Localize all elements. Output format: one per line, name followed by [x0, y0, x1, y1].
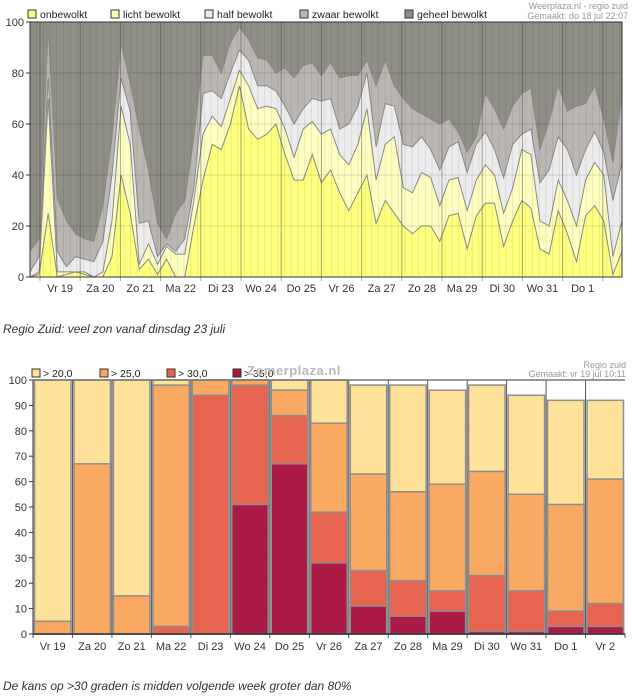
bar-350-vr-26: [310, 562, 348, 635]
legend-swatch: [110, 9, 120, 19]
bar-200-vr-19: [33, 379, 72, 635]
x-tick-label: Do 25: [287, 283, 316, 295]
x-tick-label: Do 25: [275, 641, 304, 653]
cloud-cover-area-chart: 0 20 40 60 80 100 Vr 19 Za 20 Zo 21 Ma 22 Di 23 Wo …: [6, 1, 628, 295]
legend-label: onbewolkt: [40, 9, 87, 21]
x-tick-label: Ma 29: [432, 641, 463, 653]
chart2-source-label: Regio zuid: [583, 360, 626, 370]
y-tick-label: 30: [15, 553, 27, 565]
bar-300-di-30: [467, 574, 506, 635]
y-tick-label: 10: [15, 604, 27, 616]
bar-350-do-25: [270, 463, 309, 635]
legend-label: > 30,0: [178, 368, 208, 380]
y-tick-label: 50: [15, 502, 27, 514]
x-tick-label: Di 23: [198, 641, 224, 653]
x-tick-label: Wo 24: [245, 283, 277, 295]
x-tick-label: Vr 19: [40, 641, 66, 653]
x-tick-label: Di 30: [489, 283, 515, 295]
x-tick-label: Di 30: [474, 641, 500, 653]
legend-swatch: [404, 9, 414, 19]
x-tick-label: Zo 21: [126, 283, 154, 295]
bar-300-di-23: [191, 394, 230, 635]
legend-swatch: [31, 368, 41, 378]
legend-label: > 20,0: [43, 368, 73, 380]
x-tick-label: Ma 22: [156, 641, 187, 653]
bar-300-ma-22: [152, 625, 191, 635]
bar-350-vr-2: [586, 625, 625, 635]
x-tick-label: Vr 19: [47, 283, 73, 295]
y-tick-label: 40: [12, 170, 24, 182]
y-tick-label: 60: [12, 119, 24, 131]
bar-250-ma-22: [152, 384, 191, 635]
y-tick-label: 20: [12, 221, 24, 233]
bar-300-wo-31: [507, 590, 546, 635]
y-tick-label: 60: [15, 477, 27, 489]
legend-label: zwaar bewolkt: [312, 9, 379, 21]
y-tick-label: 40: [15, 527, 27, 539]
legend-swatch: [27, 9, 37, 19]
bar-250-za-20: [73, 463, 112, 635]
y-tick-label: 100: [6, 17, 24, 29]
y-tick-label: 0: [21, 629, 27, 641]
x-tick-label: Vr 26: [316, 641, 342, 653]
bar-350-do-1: [546, 625, 585, 635]
x-tick-label: Di 23: [208, 283, 234, 295]
y-tick-label: 80: [15, 426, 27, 438]
legend-label: licht bewolkt: [123, 9, 180, 21]
chart2-legend: > 20,0 > 25,0 > 30,0 > 35,0: [31, 368, 274, 380]
y-tick-label: 90: [15, 400, 27, 412]
y-tick-label: 70: [15, 451, 27, 463]
x-tick-label: Zo 28: [394, 641, 422, 653]
x-tick-label: Za 20: [78, 641, 106, 653]
x-tick-label: Za 27: [368, 283, 396, 295]
x-tick-label: Zo 21: [118, 641, 146, 653]
legend-label: geheel bewolkt: [417, 9, 487, 21]
x-tick-label: Wo 24: [234, 641, 266, 653]
temperature-probability-bar-chart: Vr 19 Za 20 Zo 21 Ma 22 Di 23 Wo 24 Do 25 Vr 26…: [9, 360, 626, 653]
chart2-caption: De kans op >30 graden is midden volgende…: [3, 679, 352, 693]
x-tick-label: Zo 28: [408, 283, 436, 295]
x-tick-label: Za 27: [354, 641, 382, 653]
chart1-source-label: Weerplaza.nl - regio zuid: [529, 1, 628, 11]
legend-swatch: [166, 368, 176, 378]
bar-350-za-27: [349, 605, 388, 635]
x-tick-label: Wo 31: [511, 641, 543, 653]
bar-350-ma-29: [428, 610, 467, 635]
chart1-made-label: Gemaakt: do 18 jul 22:07: [527, 11, 628, 21]
y-tick-label: 20: [15, 578, 27, 590]
x-tick-label: Vr 26: [329, 283, 355, 295]
bar-250-vr-19: [33, 620, 72, 635]
legend-swatch: [204, 9, 214, 19]
chart1-caption: Regio Zuid: veel zon vanaf dinsdag 23 ju…: [3, 322, 226, 336]
chart2-made-label: Gemaakt: vr 19 jul 10:11: [529, 369, 626, 379]
chart1-legend: onbewolkt licht bewolkt half bewolkt zwaar …: [27, 9, 487, 21]
area-onbewolkt: [29, 85, 623, 278]
x-tick-label: Ma 22: [165, 283, 196, 295]
x-tick-label: Do 1: [554, 641, 577, 653]
x-tick-label: Do 1: [571, 283, 594, 295]
legend-swatch: [99, 368, 109, 378]
bar-250-zo-21: [112, 595, 151, 635]
y-tick-label: 0: [18, 272, 24, 284]
x-tick-label: Ma 29: [447, 283, 478, 295]
legend-label: > 35,0: [244, 368, 274, 380]
legend-swatch: [232, 368, 242, 378]
legend-swatch: [299, 9, 309, 19]
y-tick-label: 100: [9, 375, 27, 387]
bar-350-wo-24: [231, 503, 270, 635]
legend-label: half bewolkt: [217, 9, 273, 21]
plot-frame: [29, 21, 623, 278]
x-tick-label: Za 20: [86, 283, 114, 295]
watermark: Zomerplaza.nl: [247, 363, 341, 378]
bar-350-zo-28: [388, 615, 427, 635]
y-tick-label: 80: [12, 68, 24, 80]
x-tick-label: Wo 31: [527, 283, 559, 295]
x-tick-label: Vr 2: [595, 641, 615, 653]
legend-label: > 25,0: [111, 368, 141, 380]
